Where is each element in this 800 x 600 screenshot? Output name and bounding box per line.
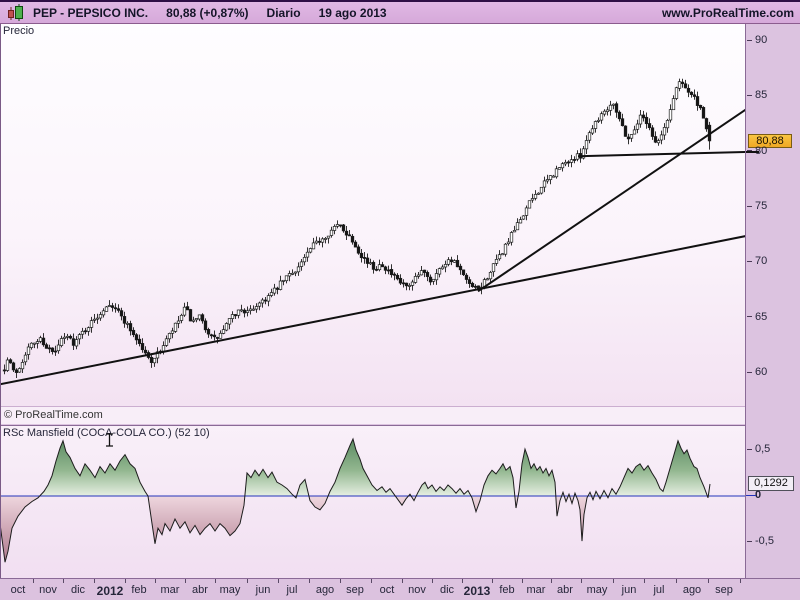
copyright-strip: © ProRealTime.com xyxy=(0,406,745,424)
time-axis-tick xyxy=(371,579,372,583)
trendlines-layer xyxy=(0,105,745,386)
candlestick-logo-icon xyxy=(5,3,25,22)
month-label: feb xyxy=(499,584,515,596)
time-axis-tick xyxy=(402,579,403,583)
time-axis-tick xyxy=(155,579,156,583)
indicator-tick-label: -0,5 xyxy=(755,535,774,547)
time-axis-tick xyxy=(215,579,216,583)
price-pane-label: Precio xyxy=(3,25,35,37)
trendline[interactable] xyxy=(477,105,745,293)
price-tick-label: 80 xyxy=(755,144,768,157)
month-label: nov xyxy=(39,584,57,596)
time-axis-tick xyxy=(708,579,709,583)
month-label: ago xyxy=(315,584,335,596)
indicator-tick-label: 0 xyxy=(755,489,762,501)
month-label: may xyxy=(219,584,241,596)
month-label: dic xyxy=(439,584,455,596)
month-label: mar xyxy=(526,584,546,596)
time-axis-tick xyxy=(278,579,279,583)
timeframe-label: Diario xyxy=(266,5,301,20)
price-tick-label: 70 xyxy=(755,255,768,268)
time-axis-tick xyxy=(613,579,614,583)
trendline[interactable] xyxy=(577,151,745,158)
price-tick xyxy=(747,316,752,318)
indicator-chart-canvas[interactable] xyxy=(0,426,745,578)
time-axis-tick xyxy=(340,579,341,583)
price-tick-label: 60 xyxy=(755,366,768,379)
symbol-title: PEP - PEPSICO INC. xyxy=(33,5,149,20)
price-scale[interactable]: 80,88 0,1292 90 85 80 75 70 65 60 0,5 0 -0,5 xyxy=(745,24,800,578)
price-pane: Precio xyxy=(0,24,745,406)
month-label: jul xyxy=(286,584,298,596)
time-axis-tick xyxy=(581,579,582,583)
indicator-pane-label: RSc Mansfield (COCA-COLA CO.) (52 10) xyxy=(3,427,210,439)
time-axis-tick xyxy=(522,579,523,583)
month-label: oct xyxy=(379,584,395,596)
year-label: 2012 xyxy=(96,584,124,598)
indicator-value-badge: 0,1292 xyxy=(748,476,794,492)
price-tick xyxy=(747,205,752,207)
text-cursor-pointer xyxy=(106,433,113,447)
month-label: jun xyxy=(621,584,637,596)
month-label: may xyxy=(586,584,608,596)
time-axis-tick xyxy=(492,579,493,583)
last-price-badge: 80,88 xyxy=(748,133,792,148)
price-tick xyxy=(747,260,752,262)
price-tick xyxy=(747,150,752,152)
month-label: abr xyxy=(557,584,573,596)
time-axis-tick xyxy=(676,579,677,583)
indicator-area-negative xyxy=(0,496,710,563)
month-label: feb xyxy=(131,584,147,596)
time-axis[interactable]: oct nov dic 2012 feb mar abr may jun jul ago sep oct… xyxy=(0,578,800,600)
time-axis-tick xyxy=(551,579,552,583)
indicator-tick xyxy=(747,540,752,542)
month-label: oct xyxy=(10,584,26,596)
time-axis-tick xyxy=(462,579,463,583)
price-tick-label: 65 xyxy=(755,310,768,323)
time-axis-tick xyxy=(63,579,64,583)
prorealtime-link[interactable]: www.ProRealTime.com xyxy=(661,5,794,20)
price-tick xyxy=(747,39,752,41)
month-label: jun xyxy=(255,584,271,596)
title-bar: PEP - PEPSICO INC. 80,88 (+0,87%) Diario… xyxy=(0,0,800,24)
price-tick-label: 85 xyxy=(755,89,768,102)
trendline-scale-stub xyxy=(746,150,759,153)
time-axis-tick xyxy=(432,579,433,583)
time-axis-tick xyxy=(247,579,248,583)
time-axis-tick xyxy=(94,579,95,583)
indicator-tick xyxy=(747,448,752,450)
indicator-area-positive xyxy=(0,439,710,496)
price-tick xyxy=(747,94,752,96)
month-label: nov xyxy=(408,584,426,596)
month-label: dic xyxy=(70,584,86,596)
month-label: jul xyxy=(653,584,665,596)
candlestick-chart-canvas[interactable] xyxy=(0,24,745,406)
month-label: abr xyxy=(192,584,208,596)
price-tick-label: 90 xyxy=(755,34,768,46)
month-label: mar xyxy=(160,584,180,596)
time-axis-tick xyxy=(125,579,126,583)
price-tick-label: 75 xyxy=(755,200,768,213)
price-tick xyxy=(747,371,752,373)
month-label: sep xyxy=(715,584,733,596)
candles-layer xyxy=(2,78,712,378)
trendline[interactable] xyxy=(0,235,745,386)
zero-line-scale-stub xyxy=(746,495,756,496)
indicator-tick-label: 0,5 xyxy=(755,443,771,455)
plot-left-border xyxy=(0,24,1,578)
time-axis-tick xyxy=(185,579,186,583)
last-quote: 80,88 (+0,87%) xyxy=(166,5,249,20)
time-axis-tick xyxy=(309,579,310,583)
year-label: 2013 xyxy=(463,584,491,598)
time-axis-tick xyxy=(740,579,741,583)
month-label: ago xyxy=(682,584,702,596)
time-axis-tick xyxy=(644,579,645,583)
indicator-pane: RSc Mansfield (COCA-COLA CO.) (52 10) xyxy=(0,425,745,578)
copyright-label: © ProRealTime.com xyxy=(4,409,103,421)
indicator-line xyxy=(0,437,711,563)
date-label: 19 ago 2013 xyxy=(318,5,387,20)
month-label: sep xyxy=(346,584,364,596)
time-axis-tick xyxy=(33,579,34,583)
